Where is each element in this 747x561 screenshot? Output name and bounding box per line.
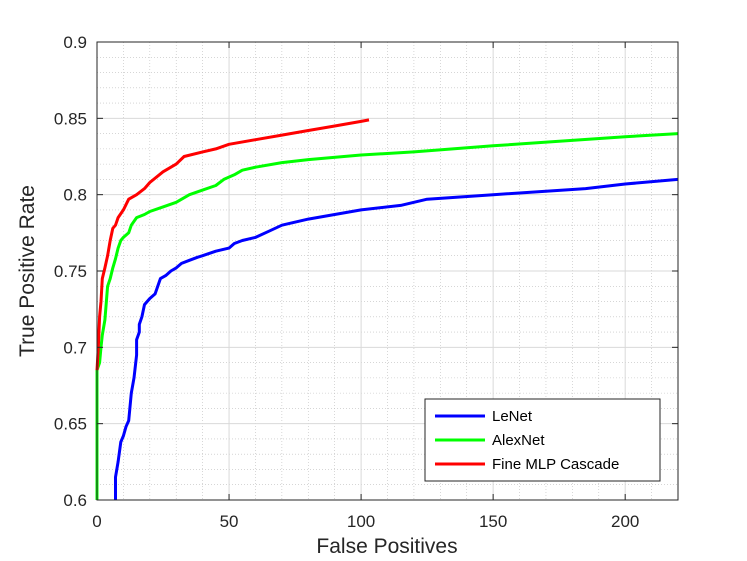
series-layer [95, 118, 679, 500]
series-line-alexnet [95, 132, 679, 500]
y-tick-label: 0.65 [54, 415, 87, 434]
series-line-fine-mlp-cascade [95, 118, 370, 371]
x-tick-label: 100 [347, 512, 375, 531]
series-line-lenet [114, 177, 679, 500]
x-tick-label: 50 [220, 512, 239, 531]
x-tick-label: 0 [92, 512, 101, 531]
y-tick-label: 0.85 [54, 109, 87, 128]
legend-label-lenet: LeNet [492, 408, 533, 425]
x-axis-label: False Positives [316, 535, 457, 558]
y-axis-label: True Positive Rate [16, 185, 39, 357]
legend-label-alexnet: AlexNet [492, 432, 545, 449]
y-tick-label: 0.7 [63, 338, 87, 357]
y-tick-label: 0.8 [63, 186, 87, 205]
ticks [96, 41, 678, 501]
y-tick-label: 0.6 [63, 491, 87, 510]
x-tick-label: 200 [611, 512, 639, 531]
y-tick-label: 0.75 [54, 262, 87, 281]
x-tick-label: 150 [479, 512, 507, 531]
tick-labels: 0 50 100 150 200 0.6 0.65 0.7 0.75 0.8 0.85 0.9 [54, 33, 639, 531]
legend-label-fine-mlp-cascade: Fine MLP Cascade [492, 456, 619, 473]
y-tick-label: 0.9 [63, 33, 87, 52]
legend: LeNet AlexNet Fine MLP Cascade [424, 398, 661, 482]
